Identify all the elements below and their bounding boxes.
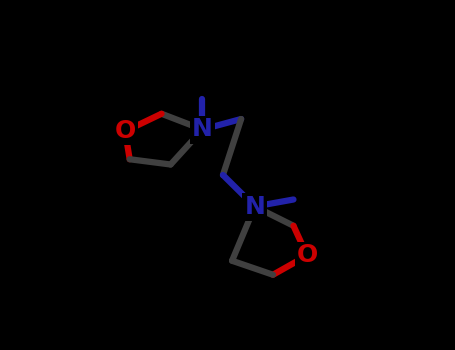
Text: O: O bbox=[115, 119, 136, 143]
Text: O: O bbox=[297, 244, 318, 267]
Text: N: N bbox=[244, 195, 265, 218]
Text: N: N bbox=[192, 118, 213, 141]
